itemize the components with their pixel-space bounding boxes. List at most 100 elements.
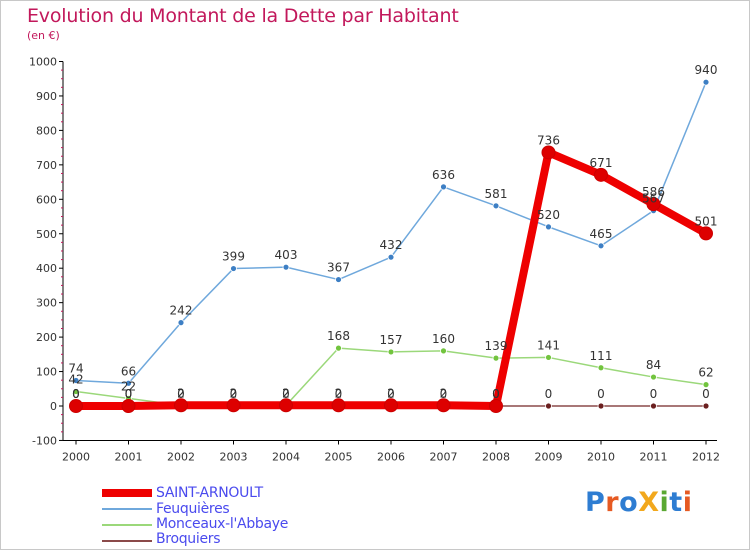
data-label: 0 (387, 387, 395, 401)
data-label: 465 (590, 227, 613, 241)
data-point (702, 78, 710, 86)
data-label: 141 (537, 338, 560, 352)
data-label: 586 (642, 185, 665, 199)
y-tick-label: 800 (36, 124, 57, 137)
data-label: 0 (282, 387, 290, 401)
y-tick-label: 600 (36, 193, 57, 206)
data-point (492, 354, 500, 362)
data-label: 940 (695, 63, 718, 77)
data-point (650, 402, 657, 410)
data-point (331, 398, 346, 413)
data-point (440, 347, 447, 355)
legend-swatch-monceaux (102, 524, 152, 526)
data-point (545, 402, 552, 410)
data-label: 0 (650, 387, 658, 401)
data-point (174, 398, 188, 413)
data-label: 2 (230, 386, 238, 400)
data-point (335, 276, 342, 283)
proxiti-logo: ProXiti (585, 487, 692, 518)
data-point (125, 379, 132, 387)
data-label: 111 (590, 349, 613, 363)
data-label: 671 (590, 156, 613, 170)
data-label: 2 (282, 386, 290, 400)
data-point (541, 145, 556, 160)
x-tick-label: 2007 (430, 450, 458, 463)
data-label: 0 (125, 387, 133, 401)
y-tick-label: 400 (36, 262, 57, 275)
y-tick-label: 100 (36, 366, 57, 379)
data-label: 0 (177, 387, 185, 401)
y-tick-label: -100 (32, 434, 57, 447)
x-tick-label: 2010 (587, 450, 615, 463)
data-label: 2 (230, 386, 238, 400)
data-point (545, 354, 552, 361)
data-label: 2 (282, 386, 290, 400)
legend-label-monceaux: Monceaux-l'Abbaye (156, 516, 289, 532)
data-label: 160 (432, 332, 455, 346)
data-label: 168 (327, 329, 350, 343)
data-label: 520 (537, 208, 560, 222)
y-tick-label: 300 (36, 297, 57, 310)
data-label: 501 (695, 214, 718, 228)
data-point (702, 402, 710, 410)
logo-letter: o (619, 487, 639, 518)
data-label: 636 (432, 168, 455, 182)
data-point (335, 344, 342, 352)
data-point (597, 402, 605, 410)
data-label: 0 (72, 387, 80, 401)
legend-label-saint-arnoult: SAINT-ARNOULT (156, 485, 263, 501)
data-label: 2 (440, 386, 448, 400)
data-label: 399 (222, 250, 245, 264)
data-label: 157 (380, 333, 403, 347)
series-line (72, 148, 710, 410)
data-label: 2 (387, 386, 395, 400)
data-label: 22 (121, 379, 136, 393)
x-tick-label: 2011 (640, 450, 668, 463)
data-label: 2 (177, 386, 185, 400)
y-tick-label: 500 (36, 228, 57, 241)
logo-letter: r (605, 487, 620, 518)
data-point (489, 399, 503, 413)
data-label: 432 (380, 238, 403, 252)
data-point (646, 197, 661, 212)
data-label: 403 (275, 248, 298, 262)
data-point (279, 398, 293, 413)
data-label: 2 (335, 386, 343, 400)
data-point (492, 202, 500, 210)
x-tick-label: 2009 (535, 450, 563, 463)
data-label: 0 (72, 387, 80, 401)
logo-letter: X (638, 487, 660, 518)
data-label: 367 (327, 261, 350, 275)
data-label: 2 (177, 386, 185, 400)
data-label: 567 (642, 192, 665, 206)
logo-letter: i (659, 487, 670, 518)
data-label: 42 (68, 373, 83, 387)
data-label: 0 (492, 387, 500, 401)
data-point (650, 373, 657, 381)
data-point (597, 364, 605, 372)
y-tick-label: 900 (36, 90, 57, 103)
legend-label-broquiers: Broquiers (156, 531, 221, 547)
y-tick-label: 0 (50, 400, 57, 413)
data-label: 62 (698, 366, 713, 380)
legend-swatch-broquiers (102, 540, 152, 542)
data-point (282, 263, 290, 271)
data-point (177, 319, 185, 327)
data-label: 0 (492, 387, 500, 401)
data-point (230, 265, 237, 272)
data-label: 0 (125, 387, 133, 401)
data-label: 0 (440, 387, 448, 401)
data-label: 74 (68, 362, 83, 376)
logo-letter: t (669, 487, 683, 518)
y-tick-label: 200 (36, 331, 57, 344)
chart-subtitle: (en €) (27, 29, 60, 42)
data-point (387, 348, 395, 356)
data-point (121, 399, 136, 413)
x-tick-label: 2004 (272, 450, 300, 463)
data-point (597, 242, 605, 250)
data-point (69, 399, 83, 413)
data-label: 581 (485, 187, 508, 201)
data-label: 0 (702, 387, 710, 401)
x-tick-label: 2002 (167, 450, 195, 463)
